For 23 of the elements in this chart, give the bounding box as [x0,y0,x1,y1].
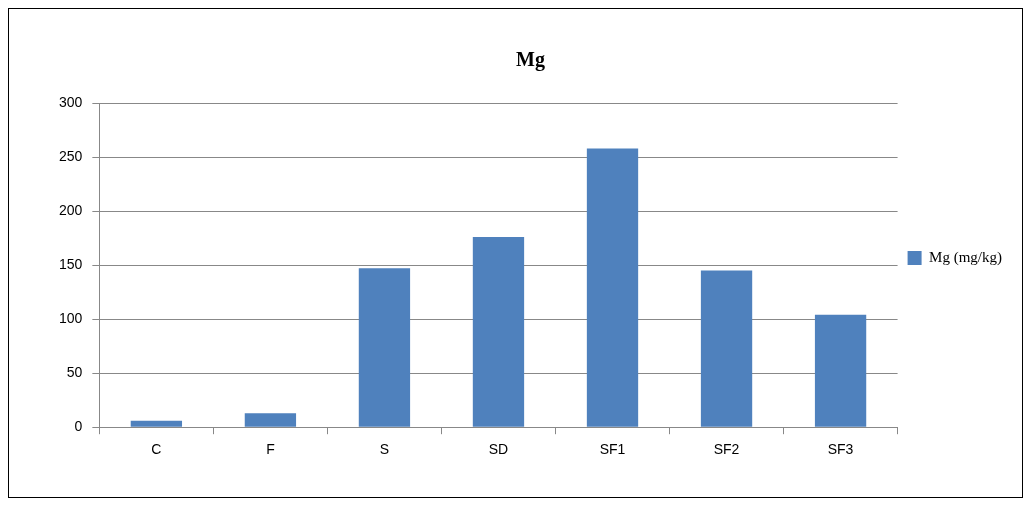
y-tick-label: 100 [59,309,83,326]
x-tick-label: SF2 [713,441,740,458]
y-tick-label: 300 [59,93,83,110]
bar [586,148,639,427]
y-tick-label: 250 [59,147,83,164]
x-tick-label: SF3 [827,441,854,458]
x-tick-label: S [379,441,390,458]
bar [358,268,411,427]
x-tick-label: C [151,441,162,458]
y-tick-label: 200 [59,201,83,218]
legend-label: Mg (mg/kg) [929,248,1003,266]
chart-title: Mg [516,48,545,72]
y-tick-label: 150 [59,255,83,272]
bar [472,237,525,427]
y-tick-label: 0 [74,418,83,435]
x-tick-label: F [266,441,275,458]
y-tick-label: 50 [66,364,83,381]
bar [244,413,297,427]
bar [130,420,183,427]
bar [700,270,753,427]
bar [814,314,867,427]
x-tick-label: SF1 [599,441,626,458]
x-tick-label: SD [488,441,509,458]
